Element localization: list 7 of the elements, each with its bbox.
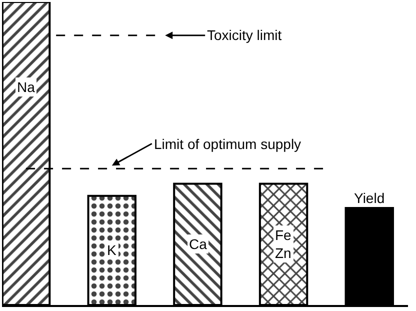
x-tick-label: Yield xyxy=(354,190,385,206)
ref-line-label: Toxicity limit xyxy=(207,27,282,43)
x-tick-label: Fe Zn xyxy=(275,227,292,262)
x-tick-label: K xyxy=(107,242,117,258)
x-tick-label: Na xyxy=(17,79,36,95)
x-tick-label: Ca xyxy=(189,236,208,252)
ref-line-label: Limit of optimum supply xyxy=(154,136,302,152)
